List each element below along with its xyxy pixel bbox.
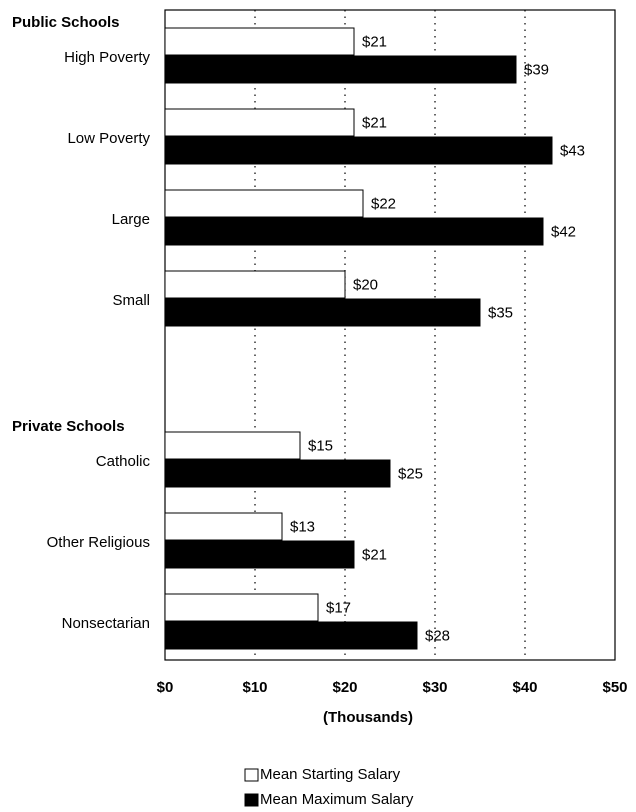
legend-label: Mean Starting Salary: [260, 766, 401, 783]
y-tick-label: High Poverty: [64, 49, 150, 66]
legend-swatch: [244, 768, 259, 782]
value-label: $21: [362, 546, 387, 563]
value-label: $22: [371, 195, 396, 212]
group-label: Private Schools: [12, 418, 125, 435]
value-label: $13: [290, 518, 315, 535]
bar: [164, 189, 364, 218]
value-label: $42: [551, 223, 576, 240]
bar: [164, 136, 553, 165]
y-tick-label: Other Religious: [47, 534, 150, 551]
value-label: $43: [560, 142, 585, 159]
y-tick-label: Large: [112, 211, 150, 228]
x-tick-label: $30: [422, 679, 447, 696]
legend-label: Mean Maximum Salary: [260, 791, 414, 808]
value-label: $15: [308, 437, 333, 454]
plot-border: [164, 9, 616, 661]
value-label: $21: [362, 114, 387, 131]
value-label: $39: [524, 61, 549, 78]
x-tick-label: $20: [332, 679, 357, 696]
value-label: $28: [425, 627, 450, 644]
value-label: $21: [362, 33, 387, 50]
bar: [164, 55, 517, 84]
value-label: $20: [353, 276, 378, 293]
bar: [164, 217, 544, 246]
bar: [164, 512, 283, 541]
group-label: Public Schools: [12, 14, 120, 31]
bar: [164, 459, 391, 488]
bar: [164, 108, 355, 137]
value-label: $17: [326, 599, 351, 616]
bar: [164, 27, 355, 56]
x-tick-label: $0: [157, 679, 174, 696]
value-label: $35: [488, 304, 513, 321]
legend-swatch: [244, 793, 259, 807]
value-label: $25: [398, 465, 423, 482]
x-tick-label: $10: [242, 679, 267, 696]
bar: [164, 621, 418, 650]
y-tick-label: Nonsectarian: [62, 615, 150, 632]
bar: [164, 540, 355, 569]
y-tick-label: Small: [112, 292, 150, 309]
x-axis-label: (Thousands): [323, 709, 413, 726]
bar: [164, 270, 346, 299]
bar: [164, 298, 481, 327]
y-tick-label: Low Poverty: [67, 130, 150, 147]
bar: [164, 431, 301, 460]
bar: [164, 593, 319, 622]
x-tick-label: $50: [602, 679, 627, 696]
x-tick-label: $40: [512, 679, 537, 696]
y-tick-label: Catholic: [96, 453, 151, 470]
